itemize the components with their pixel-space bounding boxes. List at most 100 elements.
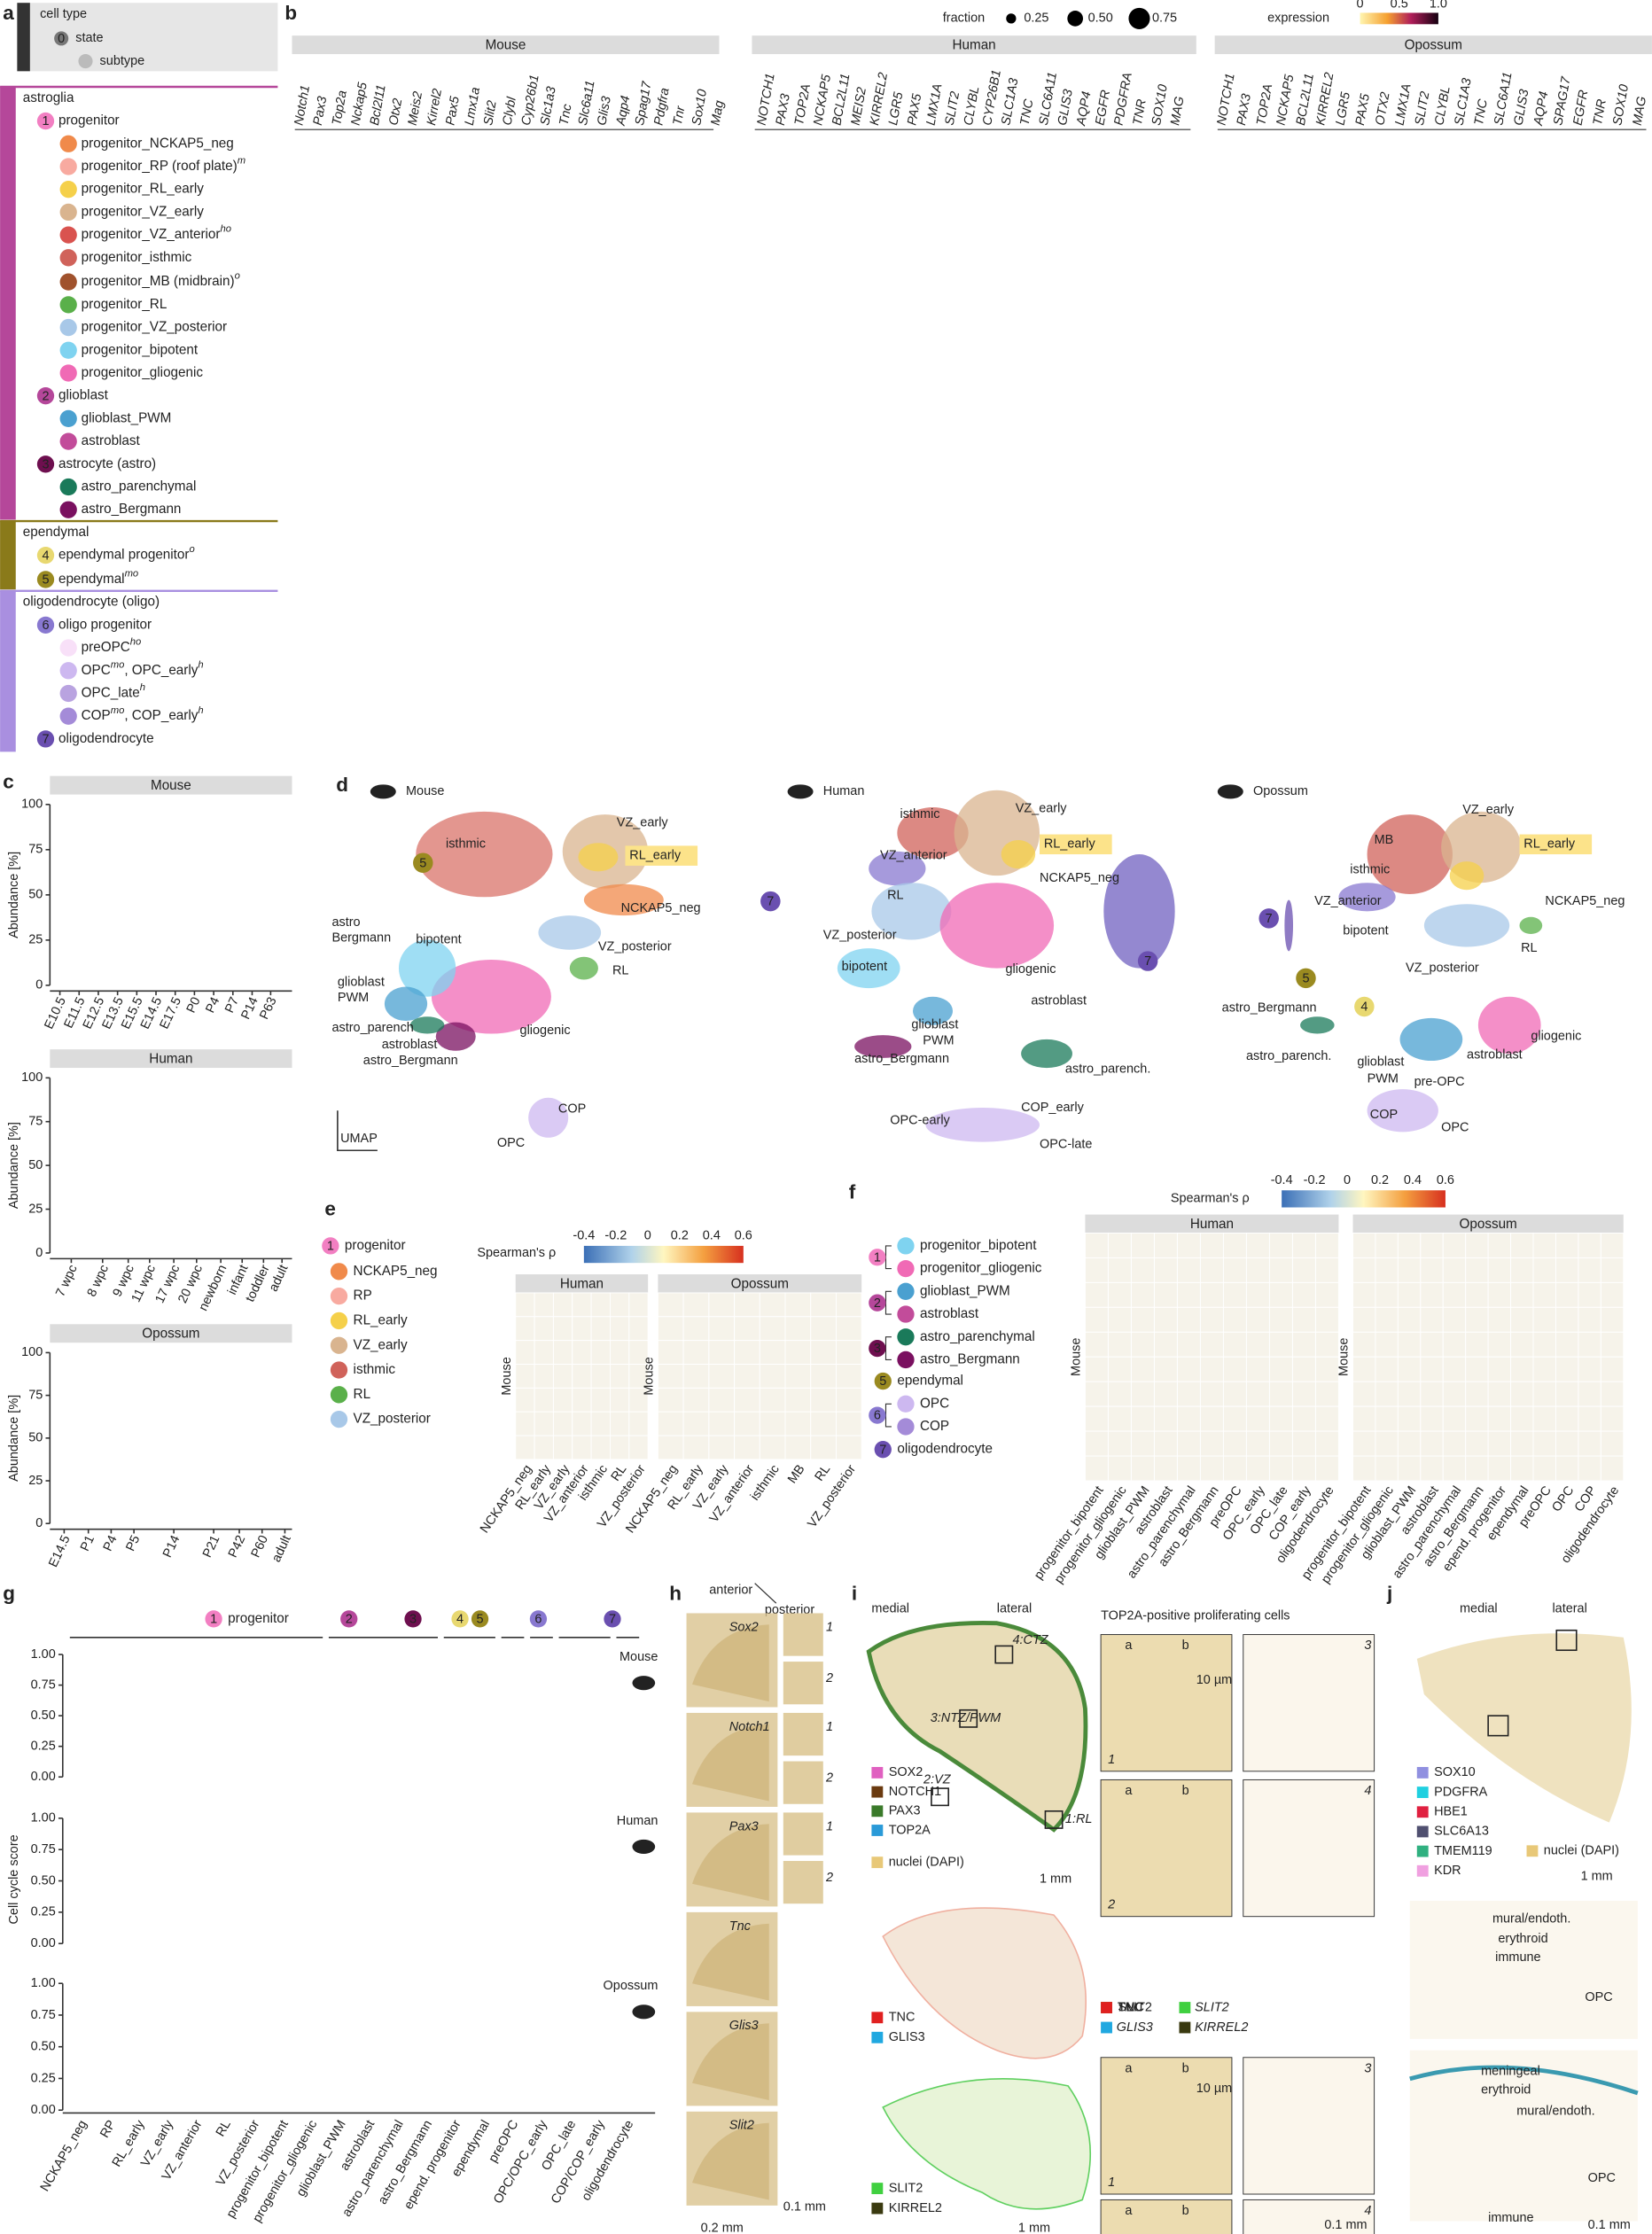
row-text: oligodendrocyte (oligo) (23, 595, 160, 610)
gene-label: Kirrel2 (425, 88, 445, 127)
row-label: glioblast_PWM (82, 410, 172, 425)
legend-label: nuclei (DAPI) (1544, 1844, 1619, 1858)
y-tick-label: 0 (35, 978, 43, 992)
annotation: immune (1495, 1950, 1540, 1965)
zoom-image (1100, 2199, 1233, 2234)
tile-letter: a (1125, 2204, 1133, 2218)
heat-cell (1420, 1381, 1444, 1407)
gene-label: TNR (1591, 98, 1609, 127)
umap-label: astroblast (1031, 993, 1087, 1008)
heat-cell (1268, 1381, 1293, 1407)
heat-cell (515, 1387, 535, 1413)
heat-cell (1487, 1281, 1512, 1308)
roi-box (1487, 1715, 1509, 1737)
heat-cell (1084, 1405, 1109, 1432)
inset-number: 2 (825, 1771, 833, 1786)
legend-swatch (871, 1856, 884, 1869)
x-tick-label: 7 wpc (53, 1263, 80, 1299)
state-circle (1354, 996, 1375, 1017)
umap-label: NCKAP5_neg (1040, 871, 1119, 885)
heat-cell (1352, 1281, 1376, 1308)
legend-swatch (871, 2012, 884, 2024)
label-highlight (1040, 834, 1112, 855)
heat-cell (1291, 1405, 1316, 1432)
colorbar-tick: 0 (644, 1228, 651, 1242)
heat-cell (734, 1435, 760, 1460)
heat-cell (1199, 1405, 1224, 1432)
y-axis-label: Abundance [%] (7, 1395, 21, 1482)
legend-label: COP (920, 1419, 949, 1434)
gene-label: GLIS3 (1512, 89, 1532, 127)
heat-cell (1130, 1257, 1155, 1283)
chart-title: Mouse (151, 778, 191, 793)
heat-cell (1130, 1455, 1155, 1482)
heat-cell (1176, 1356, 1201, 1382)
annotation: mural/endoth. (1492, 1912, 1570, 1927)
state-circle (1296, 968, 1316, 989)
colorbar-tick: 0.4 (1404, 1173, 1422, 1187)
heat-cell (810, 1435, 837, 1460)
heat-cell (1532, 1455, 1556, 1482)
y-tick-label: 1.00 (31, 1811, 56, 1825)
row-label: oligo progenitor (58, 617, 152, 632)
heat-cell (1352, 1430, 1376, 1457)
heat-cell (1420, 1356, 1444, 1382)
superscript: mo (125, 568, 139, 579)
heat-cell (1375, 1430, 1399, 1457)
legend-title: expression (1267, 12, 1329, 26)
heat-cell (1268, 1331, 1293, 1358)
subtype-circle (59, 273, 77, 291)
legend-dot (897, 1305, 915, 1323)
heat-cell (1176, 1430, 1201, 1457)
heat-cell (1555, 1257, 1579, 1283)
heat-cell (572, 1316, 592, 1342)
legend-label: KIRREL2 (1195, 2020, 1248, 2035)
state-number: 3 (874, 1342, 881, 1356)
subtype-circle (59, 181, 77, 198)
row-text: progenitor_isthmic (82, 250, 192, 265)
legend-swatch (1101, 2021, 1112, 2034)
legend-label: 0.75 (1152, 12, 1177, 26)
tile-number: 4 (1364, 2204, 1371, 2218)
gene-label: Tnc (557, 102, 575, 126)
gene-label: MEIS2 (849, 86, 869, 126)
umap-label: MB (1375, 833, 1394, 847)
heat-cell (1107, 1281, 1132, 1308)
heat-cell (759, 1387, 786, 1413)
heat-cell (708, 1387, 736, 1413)
scale-label: 0.1 mm (1324, 2218, 1367, 2232)
tile-number: 4 (1364, 1784, 1371, 1798)
row-text: OPC_late (82, 686, 140, 701)
heat-cell (609, 1292, 630, 1318)
heat-cell (1352, 1331, 1376, 1358)
heat-cell (1397, 1356, 1422, 1382)
legend-swatch (1416, 1786, 1429, 1799)
panel-label: d (336, 774, 348, 796)
heat-cell (1222, 1281, 1247, 1308)
state-circle (869, 1249, 886, 1266)
legend-dot (330, 1336, 348, 1354)
legend-label: astro_Bergmann (920, 1351, 1020, 1366)
state-number: 5 (419, 856, 426, 870)
heat-cell (1487, 1405, 1512, 1432)
gene-label: NOTCH1 (1215, 72, 1238, 126)
legend-dot (897, 1328, 915, 1346)
heat-cell (1487, 1306, 1512, 1333)
heat-cell (1600, 1257, 1625, 1283)
heat-cell (1465, 1232, 1489, 1258)
header-title: cell type (40, 7, 87, 21)
legend-label: HBE1 (1434, 1805, 1468, 1819)
heat-cell (1442, 1306, 1467, 1333)
subtype-circle (59, 249, 77, 267)
state-circle (874, 1441, 892, 1459)
chart-strip (50, 1324, 292, 1343)
species-label: Mouse (620, 1650, 658, 1664)
gene-label: Spag17 (633, 80, 655, 127)
heat-cell (590, 1435, 611, 1460)
y-tick-label: 100 (21, 1070, 43, 1085)
heat-cell (1153, 1232, 1178, 1258)
legend-label: SLIT2 (1195, 2000, 1229, 2014)
heat-cell (1375, 1381, 1399, 1407)
row-text: progenitor_RL (82, 297, 168, 312)
state-number: 2 (346, 1612, 353, 1626)
